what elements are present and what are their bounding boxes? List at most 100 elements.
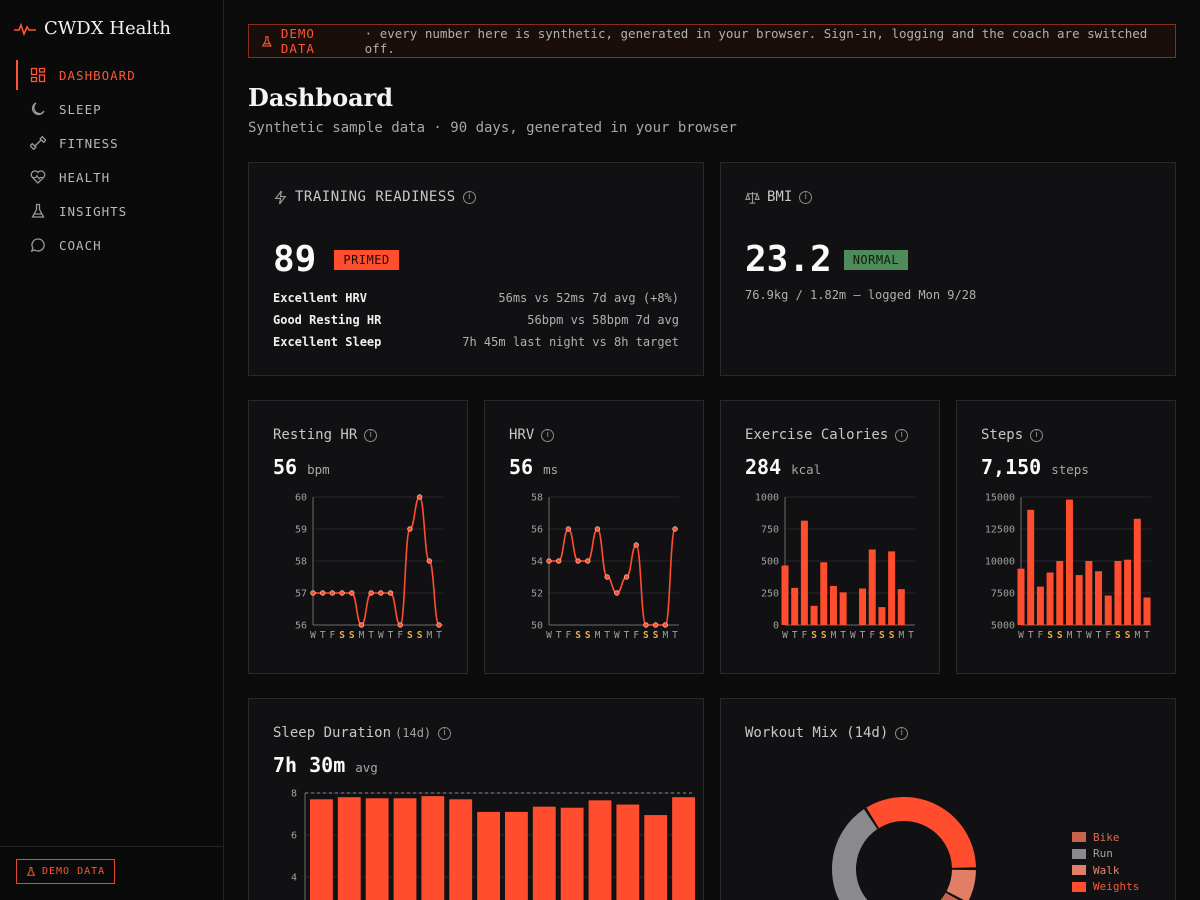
readiness-factor-row: Excellent Sleep 7h 45m last night vs 8h …	[273, 335, 679, 353]
card-title: Sleep Duration	[273, 725, 392, 741]
x-tick-label: W	[1086, 630, 1092, 641]
nav-item-insights[interactable]: INSIGHTS	[16, 194, 223, 228]
legend-item: Bike	[1072, 829, 1139, 846]
bar	[1056, 561, 1064, 625]
hrv-card: HRV i 56 ms 50 52 54 56 58 W T F S S M T W T F S S M T	[484, 400, 704, 674]
y-tick-label: 500	[761, 557, 779, 568]
x-tick-label: T	[1144, 630, 1150, 641]
x-tick-label: W	[614, 630, 620, 641]
readiness-score: 89	[273, 239, 317, 280]
data-point	[672, 526, 678, 532]
y-tick-label: 0	[773, 621, 779, 632]
data-point	[358, 622, 365, 628]
info-icon[interactable]: i	[1030, 428, 1044, 442]
x-tick-label: T	[1076, 630, 1082, 641]
x-tick-label: M	[662, 630, 668, 641]
data-point	[585, 558, 591, 564]
x-tick-label: M	[359, 630, 365, 641]
dumbbell-icon	[30, 135, 46, 151]
bar	[1133, 518, 1141, 625]
x-tick-label: T	[320, 630, 326, 641]
donut-slice	[832, 809, 878, 900]
data-point	[614, 590, 620, 596]
demo-data-badge[interactable]: DEMO DATA	[16, 859, 116, 884]
bar	[672, 797, 695, 900]
x-tick-label: F	[802, 630, 808, 641]
scale-balance-icon	[745, 191, 760, 204]
banner-text: · every number here is synthetic, genera…	[364, 26, 1148, 56]
bar	[449, 799, 473, 900]
info-icon[interactable]: i	[541, 428, 555, 442]
nav-item-sleep[interactable]: SLEEP	[16, 92, 223, 126]
legend-swatch	[1072, 865, 1086, 876]
bar	[1075, 575, 1083, 625]
y-tick-label: 52	[531, 589, 543, 600]
bmi-value-row: 23.2 NORMAL	[745, 239, 909, 280]
bar	[878, 607, 886, 625]
data-point	[575, 558, 581, 564]
info-icon[interactable]: i	[438, 726, 452, 740]
x-tick-label: S	[811, 630, 817, 641]
bar	[393, 798, 417, 900]
data-point	[426, 558, 433, 564]
x-tick-label: M	[898, 630, 904, 641]
y-tick-label: 7500	[991, 589, 1015, 600]
bmi-value: 23.2	[745, 239, 832, 280]
sleep-duration-chart: 4 6 8	[291, 789, 695, 900]
bar	[791, 587, 799, 625]
card-header: Workout Mix (14d) i	[745, 725, 909, 741]
info-icon[interactable]: i	[895, 726, 909, 740]
info-icon[interactable]: i	[895, 428, 909, 442]
nav-item-dashboard[interactable]: DASHBOARD	[16, 58, 223, 92]
card-title: Resting HR	[273, 427, 358, 443]
factor-detail: 56ms vs 52ms 7d avg (+8%)	[498, 291, 679, 305]
donut-slice	[946, 869, 976, 900]
brand[interactable]: CWDX Health	[14, 18, 171, 39]
data-point	[397, 622, 403, 628]
factor-label: Excellent HRV	[273, 291, 367, 305]
bar	[820, 562, 828, 625]
metric-unit: bpm	[307, 462, 330, 477]
x-tick-label: S	[653, 630, 659, 641]
demo-data-label: DEMO DATA	[42, 866, 106, 877]
series-line	[549, 528, 676, 626]
data-point	[319, 590, 326, 596]
y-tick-label: 15000	[985, 493, 1015, 504]
card-title: Steps	[981, 427, 1024, 443]
metric-value-row: 284 kcal	[745, 455, 821, 479]
nav-item-health[interactable]: HEALTH	[16, 160, 223, 194]
x-tick-label: S	[585, 630, 591, 641]
y-tick-label: 57	[295, 589, 307, 600]
bar	[1065, 499, 1073, 625]
card-title: TRAINING READINESS	[295, 189, 456, 205]
nav-item-fitness[interactable]: FITNESS	[16, 126, 223, 160]
nav-label: FITNESS	[59, 135, 119, 151]
x-tick-label: F	[566, 630, 572, 641]
bar	[1114, 561, 1122, 625]
factor-detail: 56bpm vs 58bpm 7d avg	[527, 313, 679, 327]
nav-label: COACH	[59, 237, 102, 253]
card-header: TRAINING READINESS i	[273, 189, 476, 205]
info-icon[interactable]: i	[462, 190, 476, 204]
x-tick-label: F	[633, 630, 639, 641]
metric-value: 56	[273, 455, 298, 479]
page-subtitle: Synthetic sample data · 90 days, generat…	[248, 120, 737, 136]
card-header: Exercise Calories i	[745, 427, 909, 443]
card-header: Steps i	[981, 427, 1044, 443]
info-icon[interactable]: i	[364, 428, 378, 442]
x-tick-label: F	[869, 630, 875, 641]
data-point	[407, 526, 413, 532]
info-icon[interactable]: i	[799, 190, 813, 204]
legend-swatch	[1072, 848, 1086, 859]
bar	[1036, 586, 1044, 625]
bar	[337, 797, 361, 900]
x-tick-label: W	[850, 630, 856, 641]
x-tick-label: T	[368, 630, 374, 641]
bar	[644, 815, 668, 900]
x-tick-label: S	[889, 630, 895, 641]
legend-swatch	[1072, 881, 1086, 892]
bar	[560, 807, 584, 900]
nav-item-coach[interactable]: COACH	[16, 228, 223, 262]
bmi-card: BMI i 23.2 NORMAL 76.9kg / 1.82m — logge…	[720, 162, 1176, 376]
x-tick-label: T	[672, 630, 678, 641]
